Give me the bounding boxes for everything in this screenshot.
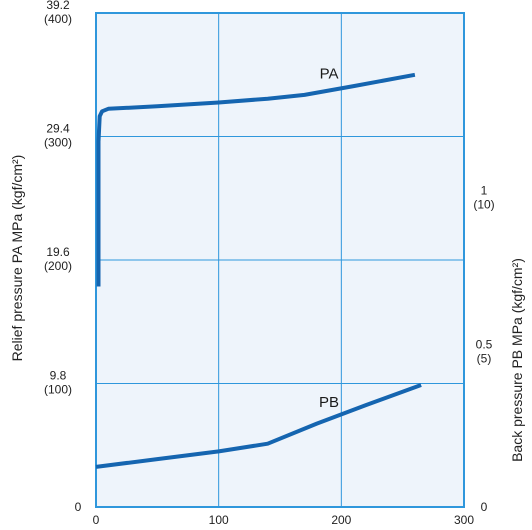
x-tick-label: 300 [454,513,474,527]
curve-label-pa: PA [320,66,339,83]
left-tick-sublabel: (300) [44,136,72,150]
left-tick-label: 29.4 [46,122,70,136]
left-tick-sublabel: (400) [44,12,72,26]
right-tick-label: 1 [481,183,488,197]
left-tick-label: 19.6 [46,245,70,259]
right-tick-sublabel: (10) [473,197,494,211]
left-tick-label: 0 [75,500,82,514]
left-tick-sublabel: (100) [44,383,72,397]
plot-frame [95,12,465,508]
right-tick-label: 0.5 [476,338,493,352]
right-axis-title: Back pressure PB MPa (kgf/cm²) [509,258,525,462]
left-tick-label: 39.2 [46,0,70,12]
x-tick-label: 200 [331,513,351,527]
right-tick-sublabel: (5) [477,352,492,366]
left-tick-sublabel: (200) [44,259,72,273]
right-tick-label: 0 [481,500,488,514]
x-tick-label: 100 [209,513,229,527]
left-axis-title: Relief pressure PA MPa (kgf/cm²) [9,155,25,362]
curve-label-pb: PB [319,394,339,411]
series-line-pa [96,72,416,287]
x-tick-label: 0 [93,513,100,527]
series-line-pb [95,383,422,469]
left-tick-label: 9.8 [50,369,67,383]
